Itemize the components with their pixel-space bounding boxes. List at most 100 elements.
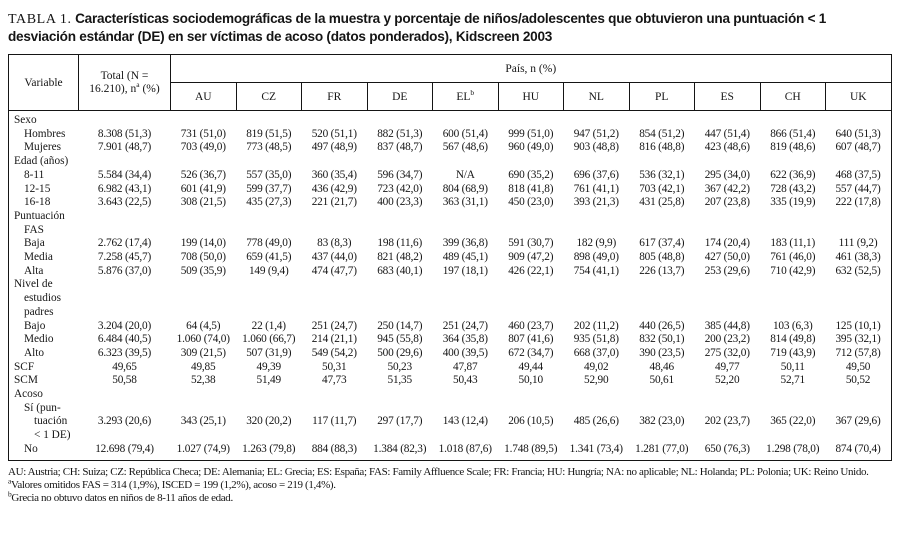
country-value: 435 (27,3) xyxy=(246,196,292,209)
country-value: 719 (43,9) xyxy=(770,346,816,359)
country-value: 382 (23,0) xyxy=(639,415,685,428)
country-value: 854 (51,2) xyxy=(639,127,685,140)
country-value: 50,52 xyxy=(845,374,871,387)
country-value: 393 (21,3) xyxy=(573,196,619,209)
table-body: Sexo Hombres 8.308 (51,3) 731 (51,0) 819 (51… xyxy=(9,111,892,461)
country-value: 214 (21,1) xyxy=(311,333,357,346)
country-value: 47,87 xyxy=(453,360,478,373)
country-value: 497 (48,9) xyxy=(311,141,357,154)
country-value: 297 (17,7) xyxy=(377,415,423,428)
country-value: 149 (9,4) xyxy=(248,264,289,277)
group-row: Sexo xyxy=(9,111,892,128)
table-row: Mujeres 7.901 (48,7) 703 (49,0) 773 (48,5) 4… xyxy=(9,141,892,155)
country-value: 174 (20,4) xyxy=(704,237,750,250)
table-header: Variable Total (N = 16.210), na (%) País… xyxy=(8,54,892,111)
sociodemographic-table: Variable Total (N = 16.210), na (%) País… xyxy=(8,54,892,461)
variable-label: Sexo xyxy=(14,114,37,126)
country-value: 489 (45,1) xyxy=(442,251,488,264)
table-row: No 12.698 (79,4) 1.027 (74,9) 1.263 (79,8) 8… xyxy=(9,443,892,460)
country-value: 601 (41,9) xyxy=(180,182,226,195)
empty-cell xyxy=(79,210,892,237)
empty-cell xyxy=(79,388,892,402)
country-value: 199 (14,0) xyxy=(180,237,226,250)
country-value: 640 (51,3) xyxy=(835,127,881,140)
country-value: 226 (13,7) xyxy=(639,264,685,277)
country-value: 557 (44,7) xyxy=(835,182,881,195)
country-value: 819 (51,5) xyxy=(246,127,292,140)
table-row: Alta 5.876 (37,0) 509 (35,9) 149 (9,4) 474 (… xyxy=(9,265,892,279)
variable-label: Alta xyxy=(24,264,44,277)
footnote-b-marker: b xyxy=(470,87,475,97)
country-value: 668 (37,0) xyxy=(573,346,619,359)
country-value: 52,90 xyxy=(584,374,609,387)
country-value: 111 (9,2) xyxy=(838,237,878,250)
empty-cell xyxy=(79,278,892,319)
country-value: 400 (39,5) xyxy=(442,346,488,359)
country-value: 365 (22,0) xyxy=(770,415,816,428)
variable-label: Alto xyxy=(24,346,45,359)
table-row: SCM 50,58 52,38 51,49 47,73 51,35 50,43 50,10 52… xyxy=(9,374,892,388)
column-header-country: FR xyxy=(301,82,368,111)
country-value: 536 (32,1) xyxy=(639,168,685,181)
table-row: 8-11 5.584 (34,4) 526 (36,7) 557 (35,0) 360 … xyxy=(9,169,892,183)
country-value: 49,77 xyxy=(715,360,740,373)
country-value: 814 (49,8) xyxy=(770,333,816,346)
header-row-top: Variable Total (N = 16.210), na (%) País… xyxy=(8,54,892,111)
country-value: N/A xyxy=(455,168,475,181)
country-value: 567 (48,6) xyxy=(442,141,488,154)
variable-label: Sí (pun-tuación < 1 DE) xyxy=(24,401,71,442)
total-value: 7.901 (48,7) xyxy=(97,141,152,154)
country-value: 423 (48,6) xyxy=(704,141,750,154)
total-value: 12.698 (79,4) xyxy=(95,442,154,455)
country-value: 935 (51,8) xyxy=(573,333,619,346)
table-row: 16-18 3.643 (22,5) 308 (21,5) 435 (27,3) 221… xyxy=(9,196,892,210)
country-value: 600 (51,4) xyxy=(442,127,488,140)
variable-label: Edad (años) xyxy=(14,155,69,168)
country-value: 183 (11,1) xyxy=(770,237,816,250)
country-value: 52,71 xyxy=(780,374,806,387)
country-value: 617 (37,4) xyxy=(639,237,685,250)
country-value: 320 (20,2) xyxy=(246,415,292,428)
group-row: Puntuación FAS xyxy=(9,210,892,237)
country-value: 708 (50,0) xyxy=(180,251,226,264)
table-row: Sí (pun-tuación < 1 DE) 3.293 (20,6) 343 (2… xyxy=(9,402,892,443)
column-header-country: UK xyxy=(825,82,892,111)
country-value: 251 (24,7) xyxy=(311,319,357,332)
column-header-country: ES xyxy=(694,82,761,111)
country-value: 632 (52,5) xyxy=(835,264,881,277)
column-header-country: PL xyxy=(629,82,695,111)
column-header-country: HU xyxy=(498,82,564,111)
country-value: 447 (51,4) xyxy=(704,127,750,140)
country-value: 343 (25,1) xyxy=(180,415,226,428)
country-value: 507 (31,9) xyxy=(246,346,292,359)
country-value: 335 (19,9) xyxy=(770,196,816,209)
country-value: 882 (51,3) xyxy=(377,127,423,140)
table-row: SCF 49,65 49,85 49,39 50,31 50,23 47,87 49,44 49… xyxy=(9,361,892,375)
country-value: 47,73 xyxy=(322,374,347,387)
country-value: 49,50 xyxy=(845,360,871,373)
table-row: Hombres 8.308 (51,3) 731 (51,0) 819 (51,5) 5… xyxy=(9,128,892,142)
country-value: 364 (35,8) xyxy=(442,333,488,346)
country-value: 468 (37,5) xyxy=(835,168,881,181)
footnote-abbreviations: AU: Austria; CH: Suiza; CZ: República Ch… xyxy=(8,465,869,478)
country-value: 903 (48,8) xyxy=(573,141,619,154)
table-row: 12-15 6.982 (43,1) 601 (41,9) 599 (37,7) 436… xyxy=(9,183,892,197)
country-value: 520 (51,1) xyxy=(311,127,357,140)
country-header-row: AU CZ FR DE ELb HU NL PL ES CH UK xyxy=(9,82,892,111)
country-value: 460 (23,7) xyxy=(508,319,554,332)
country-value: 672 (34,7) xyxy=(508,346,554,359)
country-value: 143 (12,4) xyxy=(442,415,488,428)
country-value: 1.298 (78,0) xyxy=(766,442,820,455)
country-value: 427 (50,0) xyxy=(704,251,750,264)
country-value: 659 (41,5) xyxy=(246,251,292,264)
country-value: 395 (32,1) xyxy=(835,333,881,346)
total-value: 6.323 (39,5) xyxy=(97,346,152,359)
country-value: 437 (44,0) xyxy=(311,251,357,264)
country-value: 1.384 (82,3) xyxy=(373,442,427,455)
country-value: 50,61 xyxy=(649,374,675,387)
country-value: 712 (57,8) xyxy=(835,346,881,359)
country-value: 754 (41,1) xyxy=(573,264,619,277)
total-value: 50,58 xyxy=(112,374,137,387)
country-value: 832 (50,1) xyxy=(639,333,685,346)
country-value: 731 (51,0) xyxy=(180,127,226,140)
